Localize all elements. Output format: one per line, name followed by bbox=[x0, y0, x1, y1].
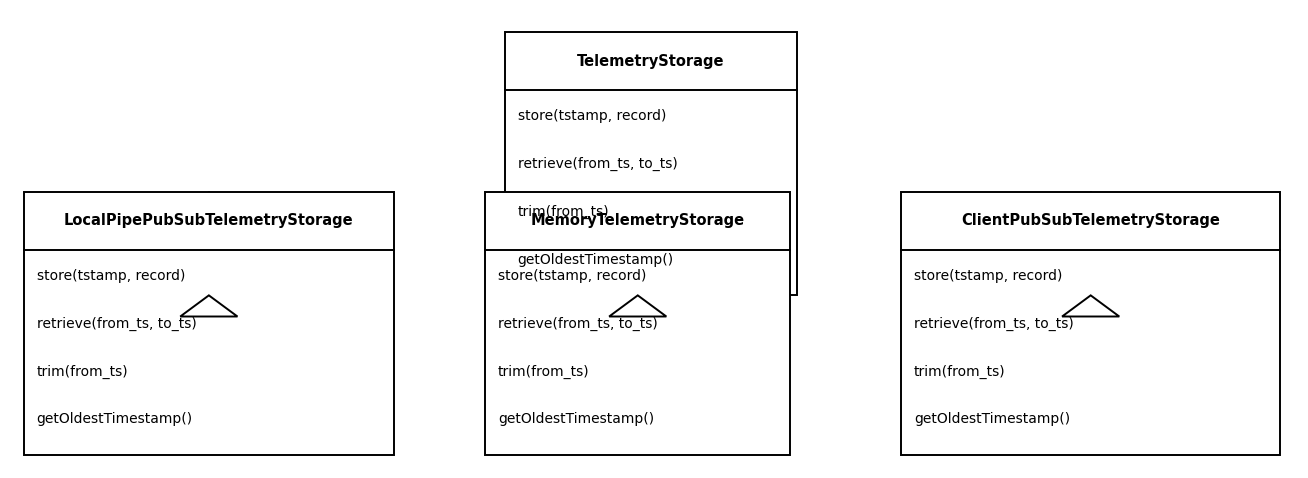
Text: trim(from_ts): trim(from_ts) bbox=[498, 365, 590, 379]
Text: store(tstamp, record): store(tstamp, record) bbox=[37, 269, 184, 283]
Text: trim(from_ts): trim(from_ts) bbox=[37, 365, 128, 379]
Bar bbox=[24, 192, 394, 455]
Polygon shape bbox=[181, 295, 238, 316]
Text: store(tstamp, record): store(tstamp, record) bbox=[518, 109, 666, 123]
Bar bbox=[485, 192, 790, 455]
Polygon shape bbox=[1062, 295, 1120, 316]
Text: store(tstamp, record): store(tstamp, record) bbox=[914, 269, 1062, 283]
Text: getOldestTimestamp(): getOldestTimestamp() bbox=[37, 412, 192, 426]
Text: trim(from_ts): trim(from_ts) bbox=[518, 205, 610, 219]
Bar bbox=[505, 33, 797, 295]
Text: MemoryTelemetryStorage: MemoryTelemetryStorage bbox=[531, 214, 744, 228]
Text: retrieve(from_ts, to_ts): retrieve(from_ts, to_ts) bbox=[37, 317, 196, 331]
Text: getOldestTimestamp(): getOldestTimestamp() bbox=[498, 412, 654, 426]
Text: LocalPipePubSubTelemetryStorage: LocalPipePubSubTelemetryStorage bbox=[64, 214, 353, 228]
Polygon shape bbox=[610, 295, 666, 316]
Bar bbox=[901, 192, 1281, 455]
Text: ClientPubSubTelemetryStorage: ClientPubSubTelemetryStorage bbox=[961, 214, 1220, 228]
Text: trim(from_ts): trim(from_ts) bbox=[914, 365, 1006, 379]
Text: getOldestTimestamp(): getOldestTimestamp() bbox=[518, 252, 674, 267]
Text: store(tstamp, record): store(tstamp, record) bbox=[498, 269, 646, 283]
Text: retrieve(from_ts, to_ts): retrieve(from_ts, to_ts) bbox=[498, 317, 658, 331]
Text: retrieve(from_ts, to_ts): retrieve(from_ts, to_ts) bbox=[914, 317, 1074, 331]
Text: getOldestTimestamp(): getOldestTimestamp() bbox=[914, 412, 1070, 426]
Text: retrieve(from_ts, to_ts): retrieve(from_ts, to_ts) bbox=[518, 157, 678, 171]
Text: TelemetryStorage: TelemetryStorage bbox=[577, 54, 725, 69]
